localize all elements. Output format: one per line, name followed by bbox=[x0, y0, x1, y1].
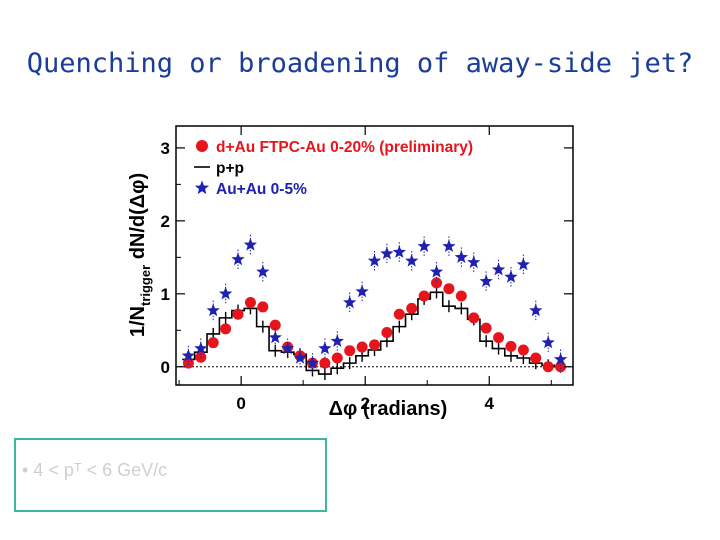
auau-point bbox=[429, 264, 444, 278]
dau-point bbox=[530, 352, 542, 364]
dau-point bbox=[319, 357, 331, 369]
y-tick-label: 3 bbox=[161, 139, 170, 158]
auau-point bbox=[281, 341, 295, 355]
dau-point bbox=[480, 322, 492, 334]
dau-point bbox=[232, 308, 244, 320]
dau-point bbox=[455, 290, 467, 302]
auau-point bbox=[268, 330, 282, 344]
auau-point bbox=[467, 255, 481, 269]
y-axis-label: 1/Ntrigger dN/d(Δφ) bbox=[127, 173, 153, 337]
auau-point bbox=[305, 356, 320, 369]
dau-point bbox=[220, 323, 232, 335]
x-tick-label: 2 bbox=[360, 394, 369, 413]
auau-point bbox=[318, 341, 332, 355]
auau-point bbox=[504, 270, 518, 283]
auau-point bbox=[529, 303, 543, 317]
dau-point bbox=[344, 345, 356, 357]
auau-point bbox=[479, 274, 493, 288]
auau-point bbox=[219, 286, 233, 300]
auau-point bbox=[417, 239, 431, 252]
legend-marker-star bbox=[194, 180, 210, 195]
y-tick-label: 2 bbox=[161, 212, 170, 231]
x-tick-label: 4 bbox=[485, 394, 495, 413]
auau-point bbox=[194, 341, 208, 355]
legend-entry: p+p bbox=[194, 160, 244, 177]
x-axis-label: Δφ (radians) bbox=[329, 398, 448, 420]
chart: 0 2 4 0 1 2 3 d+Au FTPC-Au 0-20% (preliminary)… bbox=[127, 125, 574, 420]
legend-marker-circle bbox=[196, 140, 208, 152]
note-box: • 4 < pᵀ < 6 GeV/c bbox=[14, 438, 327, 512]
x-tick-label: 0 bbox=[236, 394, 245, 413]
dau-point bbox=[244, 297, 256, 309]
dau-point bbox=[517, 344, 529, 356]
y-tick-label: 1 bbox=[161, 285, 170, 304]
y-tick-label: 0 bbox=[161, 358, 170, 377]
dau-point bbox=[406, 302, 418, 314]
auau-point bbox=[355, 284, 369, 298]
slide-title: Quenching or broadening of away-side jet… bbox=[26, 48, 694, 79]
dau-point bbox=[393, 308, 405, 320]
auau-point bbox=[367, 254, 382, 267]
dau-point bbox=[207, 337, 219, 349]
auau-point bbox=[243, 237, 258, 251]
dau-point bbox=[443, 283, 455, 295]
legend-label: Au+Au 0-5% bbox=[216, 181, 307, 198]
auau-point bbox=[491, 262, 506, 276]
dau-point bbox=[542, 361, 554, 373]
auau-point bbox=[231, 252, 245, 266]
legend-entry: Au+Au 0-5% bbox=[194, 180, 307, 198]
legend-entry: d+Au FTPC-Au 0-20% (preliminary) bbox=[196, 139, 473, 156]
auau-point bbox=[516, 257, 530, 271]
dau-point bbox=[331, 352, 343, 364]
dau-point bbox=[468, 312, 480, 324]
auau-point bbox=[256, 264, 270, 278]
auau-point bbox=[330, 334, 344, 347]
dau-point bbox=[356, 341, 368, 353]
dau-point bbox=[257, 301, 269, 313]
dau-point bbox=[269, 319, 281, 331]
auau-point bbox=[392, 245, 406, 258]
dau-point bbox=[493, 332, 505, 344]
auau-point bbox=[442, 239, 456, 252]
note-text: • 4 < pᵀ < 6 GeV/c bbox=[22, 460, 168, 480]
auau-point bbox=[454, 250, 468, 263]
auau-point bbox=[293, 351, 307, 364]
legend-label: p+p bbox=[216, 160, 244, 177]
auau-point bbox=[541, 335, 555, 349]
dau-point bbox=[369, 339, 380, 351]
auau-point bbox=[380, 246, 394, 260]
auau-point bbox=[181, 348, 196, 362]
auau-point bbox=[343, 295, 357, 309]
dau-point bbox=[431, 277, 443, 289]
dau-point bbox=[505, 340, 517, 352]
auau-point bbox=[553, 352, 568, 366]
auau-point bbox=[405, 254, 419, 267]
dau-point bbox=[418, 290, 430, 302]
auau-point bbox=[206, 303, 220, 317]
dau-point bbox=[381, 326, 393, 338]
legend-label: d+Au FTPC-Au 0-20% (preliminary) bbox=[216, 139, 473, 156]
